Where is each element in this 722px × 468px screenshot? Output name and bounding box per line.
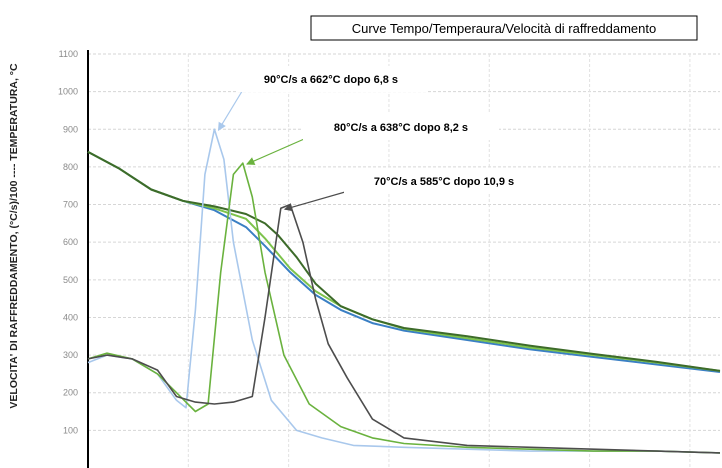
annotation-box: [344, 168, 544, 194]
annotation-label: 90°C/s a 662°C dopo 6,8 s: [264, 74, 398, 86]
annotation-label: 70°C/s a 585°C dopo 10,9 s: [374, 176, 514, 188]
y-tick-label: 300: [63, 350, 78, 360]
annotation-label: 80°C/s a 638°C dopo 8,2 s: [334, 122, 468, 134]
annotation-box: [303, 114, 499, 140]
y-tick-label: 1000: [58, 87, 78, 97]
y-axis-label: VELOCITA' DI RAFFREDDAMENTO, (°C/s)/100 …: [8, 63, 20, 409]
y-tick-label: 400: [63, 312, 78, 322]
y-tick-label: 700: [63, 200, 78, 210]
chart-title-frame: [310, 15, 698, 41]
rate-curve-4: [87, 128, 721, 454]
chart-title: Curve Tempo/Temperaura/Velocità di raffr…: [352, 21, 656, 36]
annotation-arrow: [217, 87, 245, 131]
y-tick-label: 500: [63, 275, 78, 285]
y-tick-label: 800: [63, 162, 78, 172]
annotation-box: [236, 66, 426, 92]
y-tick-label: 100: [63, 425, 78, 435]
chart-title-box: Curve Tempo/Temperaura/Velocità di raffr…: [310, 15, 698, 41]
y-tick-label: 600: [63, 237, 78, 247]
y-tick-label: 200: [63, 388, 78, 398]
y-tick-labels: 100 200 300 400 500 600 700 800 900 1000 1100: [58, 49, 78, 435]
y-tick-label: 1100: [59, 49, 78, 59]
annotation-arrow: [246, 135, 312, 165]
y-tick-label: 900: [63, 124, 78, 134]
annotations: 90°C/s a 662°C dopo 6,8 s 80°C/s a 638°C …: [217, 66, 544, 212]
temperature-curve-3: [87, 151, 721, 372]
series-group: [87, 128, 721, 454]
annotation-arrow: [283, 189, 353, 212]
